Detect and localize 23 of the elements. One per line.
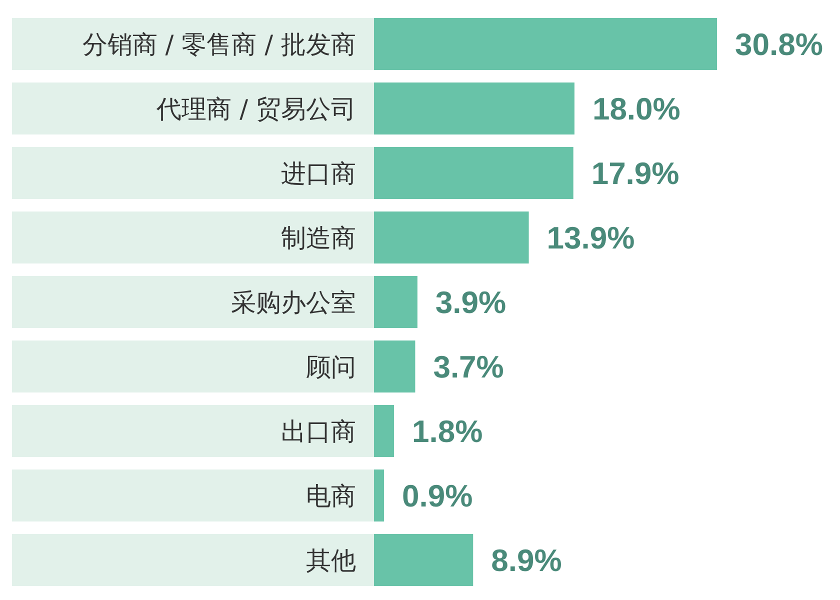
bar <box>374 405 394 457</box>
data-label: 18.0% <box>592 92 680 126</box>
bar <box>374 340 416 392</box>
data-label: 3.9% <box>435 285 506 320</box>
data-label: 3.7% <box>433 350 504 384</box>
data-label: 8.9% <box>491 543 562 578</box>
y-tick-label: 进口商 <box>281 159 356 188</box>
bar <box>374 276 418 328</box>
y-tick-label: 电商 <box>306 482 356 510</box>
y-tick-label: 其他 <box>306 546 356 575</box>
y-tick-label: 制造商 <box>281 224 356 252</box>
y-tick-label: 分销商 / 零售商 / 批发商 <box>82 30 356 59</box>
y-tick-label: 代理商 / 贸易公司 <box>156 94 356 124</box>
data-label: 30.8% <box>735 27 823 62</box>
data-label: 17.9% <box>591 156 680 191</box>
y-tick-label: 出口商 <box>281 417 356 446</box>
data-label: 0.9% <box>402 478 473 514</box>
bar <box>374 534 474 586</box>
data-label: 1.8% <box>412 414 483 449</box>
y-tick-label: 顾问 <box>306 352 356 382</box>
y-tick-label: 采购办公室 <box>231 288 356 317</box>
bar <box>374 470 384 522</box>
data-label: 13.9% <box>546 220 635 256</box>
